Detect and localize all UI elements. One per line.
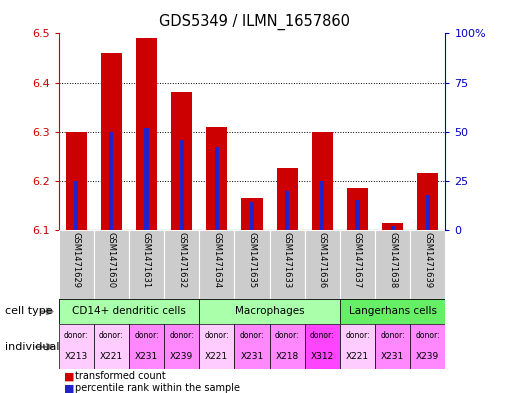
Bar <box>355 200 359 230</box>
Text: donor:: donor: <box>310 331 334 340</box>
Text: cell type: cell type <box>5 307 53 316</box>
Text: individual: individual <box>5 342 60 352</box>
Text: ■: ■ <box>64 383 74 393</box>
Text: GSM1471629: GSM1471629 <box>72 232 80 288</box>
Text: X231: X231 <box>135 352 158 361</box>
Bar <box>312 132 333 230</box>
Bar <box>390 226 395 230</box>
Text: GSM1471631: GSM1471631 <box>142 232 151 288</box>
Bar <box>250 202 254 230</box>
Text: donor:: donor: <box>345 331 370 340</box>
Bar <box>129 324 164 369</box>
Text: GSM1471633: GSM1471633 <box>282 232 292 288</box>
Bar <box>410 230 445 299</box>
Bar <box>74 181 78 230</box>
Bar <box>426 195 430 230</box>
Bar <box>164 324 199 369</box>
Text: donor:: donor: <box>415 331 440 340</box>
Text: donor:: donor: <box>380 331 405 340</box>
Bar <box>199 324 234 369</box>
Bar <box>59 324 94 369</box>
Text: ■: ■ <box>64 371 74 382</box>
Text: donor:: donor: <box>134 331 159 340</box>
Text: GSM1471635: GSM1471635 <box>247 232 257 288</box>
Bar <box>305 324 340 369</box>
Bar <box>234 230 270 299</box>
Bar <box>305 230 340 299</box>
Text: GDS5349 / ILMN_1657860: GDS5349 / ILMN_1657860 <box>159 14 350 30</box>
Text: GSM1471638: GSM1471638 <box>388 232 397 288</box>
Bar <box>382 222 403 230</box>
Bar <box>375 230 410 299</box>
Text: X213: X213 <box>65 352 88 361</box>
Bar <box>59 230 94 299</box>
Text: X218: X218 <box>275 352 299 361</box>
Bar <box>340 299 445 324</box>
Bar <box>164 230 199 299</box>
Bar <box>129 230 164 299</box>
Bar <box>101 53 122 230</box>
Text: X221: X221 <box>100 352 123 361</box>
Bar <box>206 127 228 230</box>
Bar <box>136 38 157 230</box>
Bar <box>375 324 410 369</box>
Text: donor:: donor: <box>169 331 194 340</box>
Bar <box>417 173 438 230</box>
Text: percentile rank within the sample: percentile rank within the sample <box>75 383 240 393</box>
Bar <box>199 230 234 299</box>
Bar <box>347 188 368 230</box>
Bar <box>94 324 129 369</box>
Text: GSM1471634: GSM1471634 <box>212 232 221 288</box>
Text: GSM1471630: GSM1471630 <box>107 232 116 288</box>
Bar <box>320 181 324 230</box>
Bar <box>285 191 289 230</box>
Text: donor:: donor: <box>64 331 89 340</box>
Text: X231: X231 <box>381 352 404 361</box>
Text: donor:: donor: <box>275 331 299 340</box>
Bar <box>276 169 298 230</box>
Text: donor:: donor: <box>99 331 124 340</box>
Bar <box>340 324 375 369</box>
Text: X221: X221 <box>346 352 369 361</box>
Bar <box>199 299 340 324</box>
Text: donor:: donor: <box>240 331 264 340</box>
Bar <box>270 230 305 299</box>
Bar <box>241 198 263 230</box>
Bar <box>94 230 129 299</box>
Text: X231: X231 <box>240 352 264 361</box>
Text: Macrophages: Macrophages <box>235 307 304 316</box>
Text: transformed count: transformed count <box>75 371 166 382</box>
Text: donor:: donor: <box>205 331 229 340</box>
Bar <box>234 324 270 369</box>
Text: X312: X312 <box>310 352 334 361</box>
Text: GSM1471639: GSM1471639 <box>423 232 432 288</box>
Bar <box>410 324 445 369</box>
Bar <box>66 132 87 230</box>
Text: GSM1471632: GSM1471632 <box>177 232 186 288</box>
Text: CD14+ dendritic cells: CD14+ dendritic cells <box>72 307 186 316</box>
Text: X221: X221 <box>205 352 229 361</box>
Text: Langerhans cells: Langerhans cells <box>349 307 437 316</box>
Bar <box>145 128 149 230</box>
Bar <box>270 324 305 369</box>
Text: X239: X239 <box>170 352 193 361</box>
Bar <box>340 230 375 299</box>
Text: GSM1471637: GSM1471637 <box>353 232 362 288</box>
Bar <box>59 299 199 324</box>
Bar <box>109 132 114 230</box>
Text: GSM1471636: GSM1471636 <box>318 232 327 288</box>
Bar <box>180 140 184 230</box>
Bar <box>215 147 219 230</box>
Text: X239: X239 <box>416 352 439 361</box>
Bar <box>171 92 192 230</box>
